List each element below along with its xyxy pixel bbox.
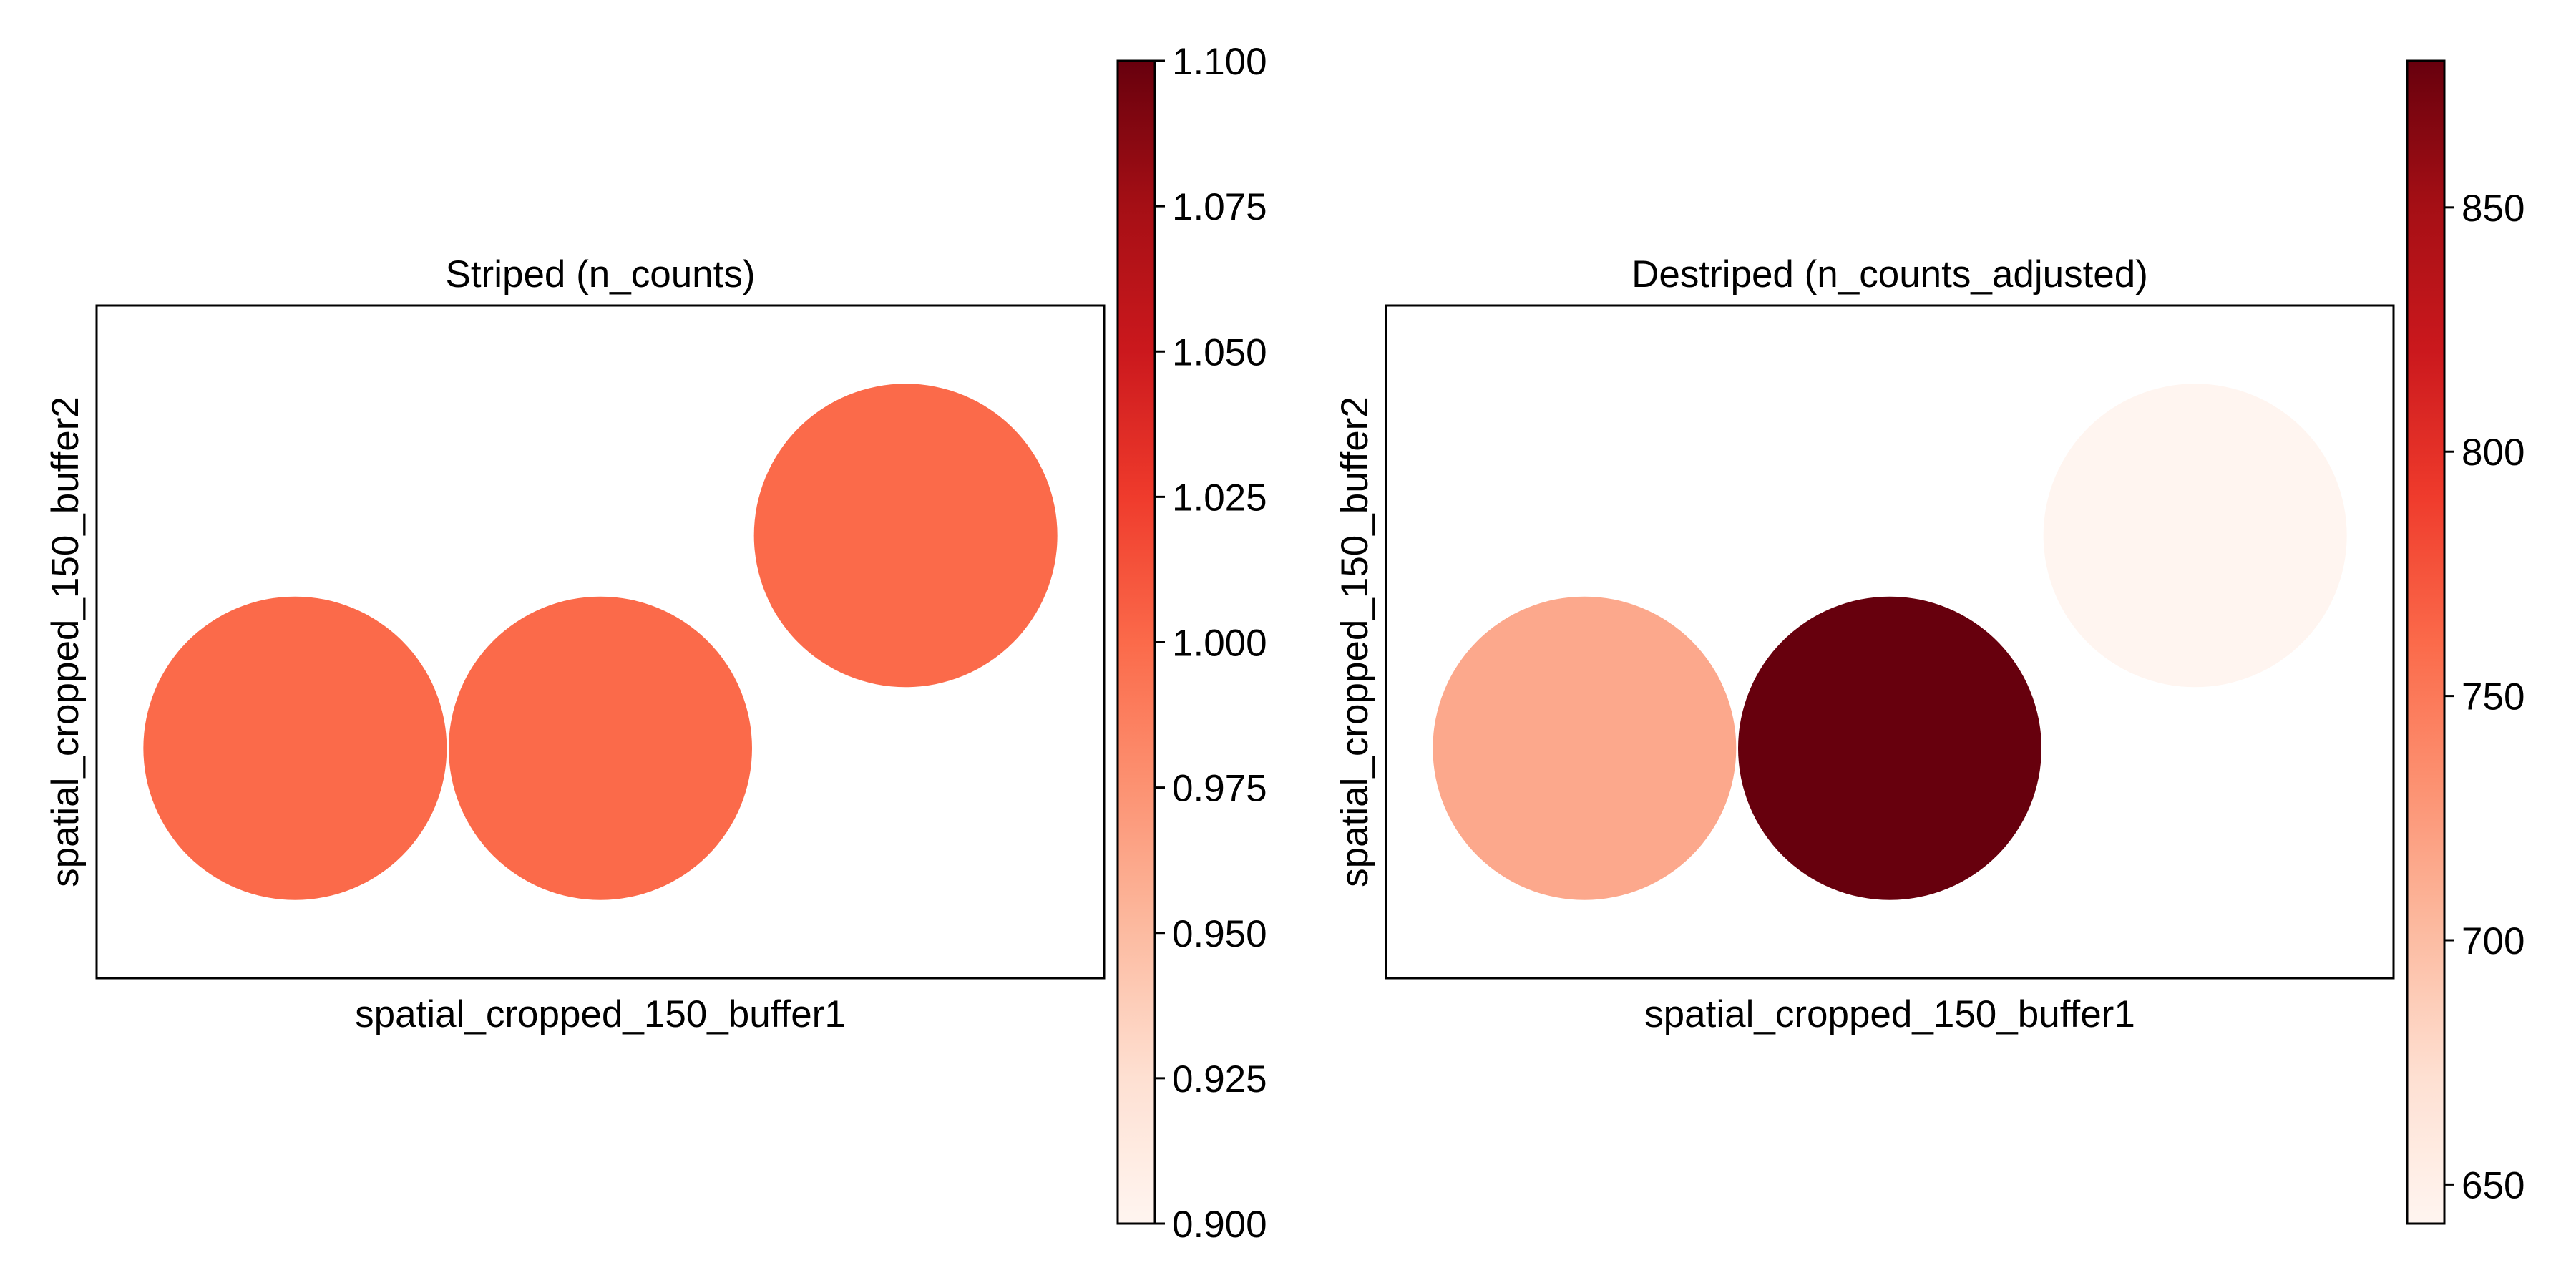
colorbar-tick-label: 650	[2462, 1164, 2524, 1206]
colorbar-tick-label: 750	[2462, 676, 2524, 718]
x-axis-label: spatial_cropped_150_buffer1	[355, 993, 846, 1035]
colorbar-tick-label: 0.975	[1172, 768, 1267, 810]
colorbar-tick-label: 1.000	[1172, 623, 1267, 665]
colorbar-tick-label: 0.900	[1172, 1204, 1267, 1246]
axes-frame	[1385, 304, 2395, 980]
colorbar-frame	[2406, 59, 2446, 1225]
x-axis-label: spatial_cropped_150_buffer1	[1644, 993, 2135, 1035]
colorbar-tick-label: 1.075	[1172, 186, 1267, 228]
data-point-3	[753, 384, 1058, 688]
colorbar-tick-label: 0.950	[1172, 913, 1267, 955]
chart-title: Destriped (n_counts_adjusted)	[1631, 253, 2148, 296]
data-point-2	[1738, 596, 2041, 900]
y-axis-label: spatial_cropped_150_buffer2	[44, 396, 87, 887]
data-point-1	[1433, 596, 1737, 900]
axes-frame	[95, 304, 1106, 980]
colorbar-tick-label: 1.100	[1172, 41, 1267, 83]
colorbar-tick-label: 850	[2462, 187, 2524, 230]
panel-2: Destriped (n_counts_adjusted) spatial_cro…	[1334, 59, 2524, 1225]
colorbar	[1118, 61, 1155, 1224]
colorbar-tick-label: 1.025	[1172, 477, 1267, 519]
points	[1433, 384, 2347, 900]
chart-title: Striped (n_counts)	[445, 253, 755, 296]
colorbar-tick-label: 0.925	[1172, 1058, 1267, 1101]
colorbar-tick-label: 1.050	[1172, 331, 1267, 374]
colorbar-tick-label: 800	[2462, 431, 2524, 474]
points	[143, 384, 1058, 900]
data-point-2	[449, 596, 752, 900]
data-point-1	[143, 596, 447, 900]
panel-1: Striped (n_counts) spatial_cropped_150_bu…	[44, 41, 1267, 1246]
colorbar	[2407, 61, 2444, 1224]
colorbar-tick-label: 700	[2462, 920, 2524, 962]
data-point-3	[2043, 384, 2347, 688]
y-axis-label: spatial_cropped_150_buffer2	[1334, 396, 1376, 887]
